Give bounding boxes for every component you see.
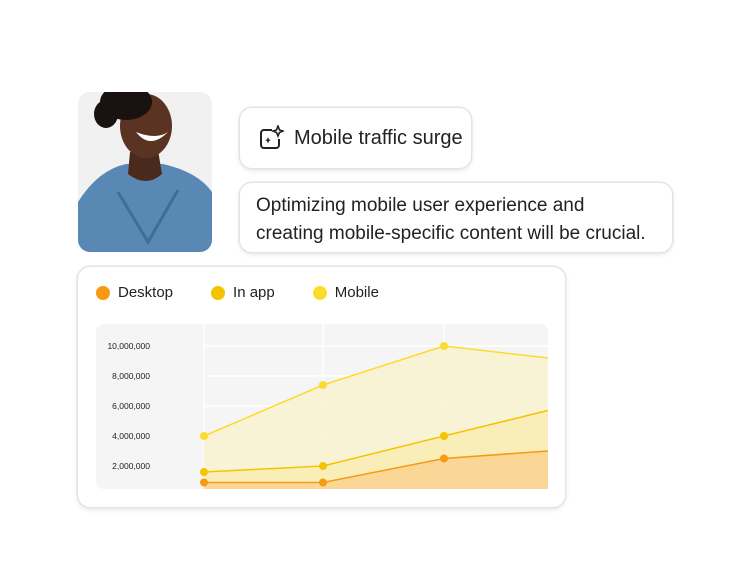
legend-item-mobile: Mobile [312,284,379,301]
line-in-app [203,409,548,473]
line-mobile [203,345,548,437]
legend-label: Mobile [334,284,379,301]
chart-legend: Desktop In app Mobile [96,284,417,301]
legend-swatch [211,285,226,300]
insight-description-card: Optimizing mobile user experience and cr… [240,183,672,252]
point-desktop [200,478,208,487]
insight-title-card: Mobile traffic surge [240,108,471,168]
y-tick-label: 10,000,000 [107,341,150,351]
point-in-app [200,468,208,476]
point-desktop [319,478,327,487]
point-mobile [200,432,208,440]
legend-swatch [96,285,110,300]
area-desktop [204,451,548,489]
insight-title: Mobile traffic surge [294,126,463,149]
area-chart: 2,000,000 4,000,000 6,000,000 8,000,000 10,0… [96,324,548,489]
line-desktop [204,450,548,484]
legend-label: Desktop [118,284,174,301]
legend-swatch [312,285,327,300]
point-in-app [319,462,327,470]
point-mobile [440,342,448,350]
y-tick-label: 2,000,000 [112,461,150,471]
point-in-app [440,432,448,440]
sparkle-frame-icon [260,125,284,149]
insight-description: Optimizing mobile user experience and cr… [256,195,646,244]
traffic-chart-card: Desktop In app Mobile 2,000,000 4,000,000… [78,267,565,507]
y-tick-label: 4,000,000 [112,431,150,441]
y-tick-label: 8,000,000 [112,371,150,381]
point-desktop [440,454,448,463]
legend-item-in-app: In app [211,284,275,301]
person-photo [78,92,212,252]
y-tick-label: 6,000,000 [112,401,150,411]
legend-label: In app [233,284,275,301]
legend-item-desktop: Desktop [96,284,173,301]
point-mobile [319,381,327,389]
